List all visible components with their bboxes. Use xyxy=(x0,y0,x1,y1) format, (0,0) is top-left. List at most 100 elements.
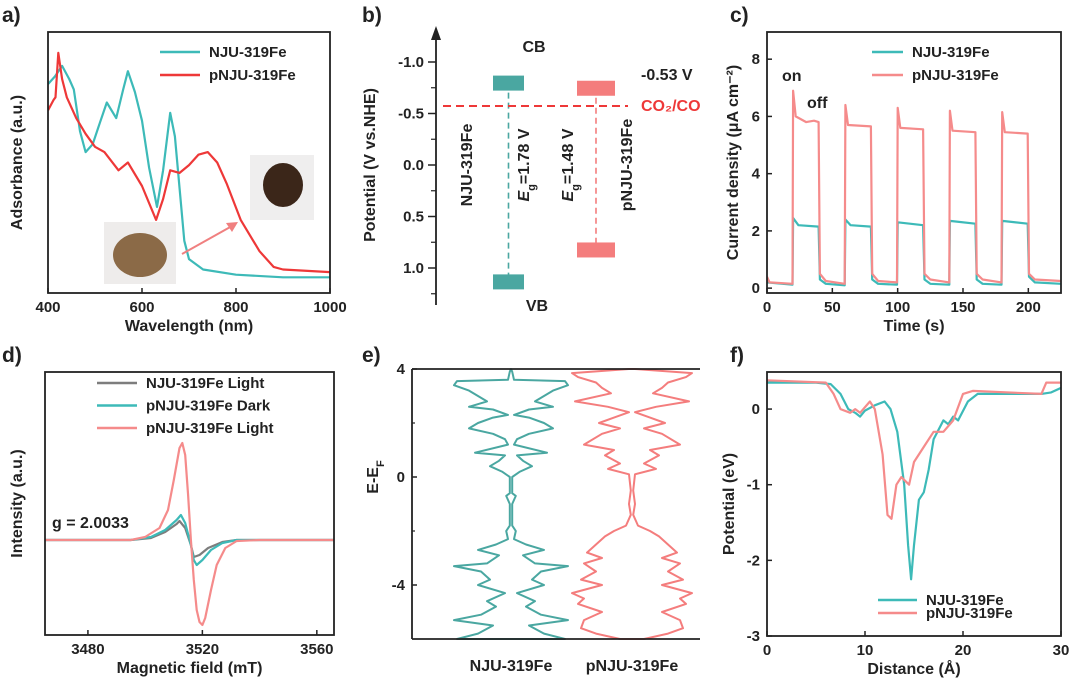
material-label: NJU-319Fe xyxy=(459,124,476,207)
valence-band-bar xyxy=(577,242,615,258)
vb-label: VB xyxy=(526,298,548,315)
x-axis-label: Distance (Å) xyxy=(867,659,960,678)
legend-label: pNJU-319Fe xyxy=(912,67,999,84)
legend-label: pNJU-319Fe Dark xyxy=(146,398,271,415)
x-axis-label: Magnetic field (mT) xyxy=(117,660,263,677)
legend-label: pNJU-319Fe xyxy=(926,605,1013,622)
y-tick-label: 8 xyxy=(752,51,760,68)
material-label: pNJU-319Fe xyxy=(619,119,636,212)
y-tick-label: 6 xyxy=(752,108,760,125)
panel-c: 0 50 100 150 200 0 2 4 6 8 Time (s) Current density… xyxy=(725,31,1062,335)
eg-subscript: g xyxy=(570,184,582,191)
plot-frame xyxy=(766,31,1062,294)
ylabel-subscript: F xyxy=(375,460,387,467)
x-tick-label: 20 xyxy=(955,642,972,659)
x-tick-label: 1000 xyxy=(313,299,346,316)
processed-powder xyxy=(263,163,303,207)
x-axis-label: Wavelength (nm) xyxy=(125,318,253,335)
dos-curve-nju-319fe xyxy=(453,368,569,640)
y-axis-label: Intensity (a.u.) xyxy=(9,449,26,557)
panel-d: 3480 3520 3560 Magnetic field (mT) Intensity… xyxy=(9,371,335,677)
conduction-band-bar xyxy=(577,80,615,96)
y-axis-label: E-EF xyxy=(365,460,387,494)
axis-arrow-icon xyxy=(431,26,441,40)
arrow-head-icon xyxy=(226,222,238,232)
plot-frame xyxy=(44,371,335,636)
y-tick-label: 0 xyxy=(752,280,760,297)
x-tick-label: 10 xyxy=(857,642,874,659)
legend-label: pNJU-319Fe Light xyxy=(146,420,274,437)
legend-label: NJU-319Fe xyxy=(912,44,990,61)
series-line-pnju-319fe xyxy=(767,379,1061,520)
legend-label: NJU-319Fe Light xyxy=(146,375,264,392)
x-tick-label: 600 xyxy=(129,299,154,316)
eg-subscript: g xyxy=(526,184,538,191)
y-tick-label: -1 xyxy=(747,477,760,494)
x-tick-label: 3520 xyxy=(186,641,219,658)
x-tick-label: 0 xyxy=(763,642,771,659)
series-line-pnju-319fe-light xyxy=(45,441,334,627)
y-tick-label: -1.0 xyxy=(398,54,424,71)
legend-label: pNJU-319Fe xyxy=(209,67,296,84)
plot-frame xyxy=(766,371,1062,637)
panel-f: 0 10 20 30 0 -1 -2 -3 Distance (Å) Potential (eV)… xyxy=(721,371,1070,678)
reference-potential-value: -0.53 V xyxy=(641,67,693,84)
y-tick-label: -3 xyxy=(747,628,760,645)
x-tick-label: 50 xyxy=(824,299,841,316)
bandgap-label: Eg=1.78 V xyxy=(516,128,538,201)
y-axis-label: Potential (V vs.NHE) xyxy=(362,88,379,242)
x-tick-label: 0 xyxy=(763,299,771,316)
y-axis-label: Adsorbance (a.u.) xyxy=(9,95,26,230)
y-axis-label: Potential (eV) xyxy=(721,453,738,555)
x-tick-label: 150 xyxy=(950,299,975,316)
x-tick-label: 3480 xyxy=(71,641,104,658)
y-tick-label: 0 xyxy=(397,469,405,486)
off-label: off xyxy=(807,95,828,112)
y-tick-label: 1.0 xyxy=(403,260,424,277)
y-tick-label: -4 xyxy=(392,577,406,594)
x-tick-label: 200 xyxy=(1016,299,1041,316)
series-line-pnju-319fe xyxy=(48,51,330,274)
arrow-line xyxy=(181,225,233,255)
panel-b: -1.0 -0.5 0.0 0.5 1.0 Potential (V vs.NHE) CB V… xyxy=(362,26,701,315)
panel-label: d) xyxy=(2,344,22,367)
x-tick-label: 100 xyxy=(885,299,910,316)
series-line-nju-319fe xyxy=(48,64,330,279)
y-tick-label: 0.5 xyxy=(403,209,424,226)
conduction-band-bar xyxy=(493,75,524,91)
series-line-nju-319fe xyxy=(767,216,1061,287)
series-line-nju-319fe xyxy=(767,381,1061,581)
legend-label: NJU-319Fe xyxy=(926,592,1004,609)
x-tick-label: 3560 xyxy=(300,641,333,658)
x-tick-label: 800 xyxy=(223,299,248,316)
eg-symbol: E xyxy=(560,190,577,202)
panel-e: NJU-319Fe pNJU-319Fe 4 0 -4 E-EF xyxy=(365,361,700,675)
panel-label: f) xyxy=(730,344,744,367)
y-tick-label: 4 xyxy=(752,166,761,183)
panel-label: c) xyxy=(730,4,749,27)
y-axis-label: Current density (μA cm⁻²) xyxy=(725,65,742,260)
y-tick-label: -2 xyxy=(747,552,760,569)
dos-curve-pnju-319fe xyxy=(571,368,693,640)
panel-label: b) xyxy=(362,4,382,27)
panel-label: a) xyxy=(2,4,21,27)
x-tick-label: 400 xyxy=(35,299,60,316)
legend-label: NJU-319Fe xyxy=(209,44,287,61)
y-tick-label: 4 xyxy=(397,361,406,378)
reference-potential-label: CO₂/CO xyxy=(641,98,701,115)
panel-a: 400 600 800 1000 Wavelength (nm) Adsorbance (… xyxy=(9,31,347,335)
x-axis-label: Time (s) xyxy=(883,318,944,335)
y-tick-label: 2 xyxy=(752,223,760,240)
y-tick-label: 0.0 xyxy=(403,157,424,174)
bandgap-label: Eg=1.48 V xyxy=(560,128,582,201)
series-line-pnju-319fe xyxy=(767,89,1061,285)
eg-value: =1.48 V xyxy=(560,128,577,184)
ylabel-main: E-E xyxy=(365,467,382,494)
y-tick-label: -0.5 xyxy=(398,106,424,123)
category-label: NJU-319Fe xyxy=(470,658,553,675)
valence-band-bar xyxy=(493,274,524,290)
x-tick-label: 30 xyxy=(1053,642,1070,659)
y-tick-label: 0 xyxy=(752,401,760,418)
